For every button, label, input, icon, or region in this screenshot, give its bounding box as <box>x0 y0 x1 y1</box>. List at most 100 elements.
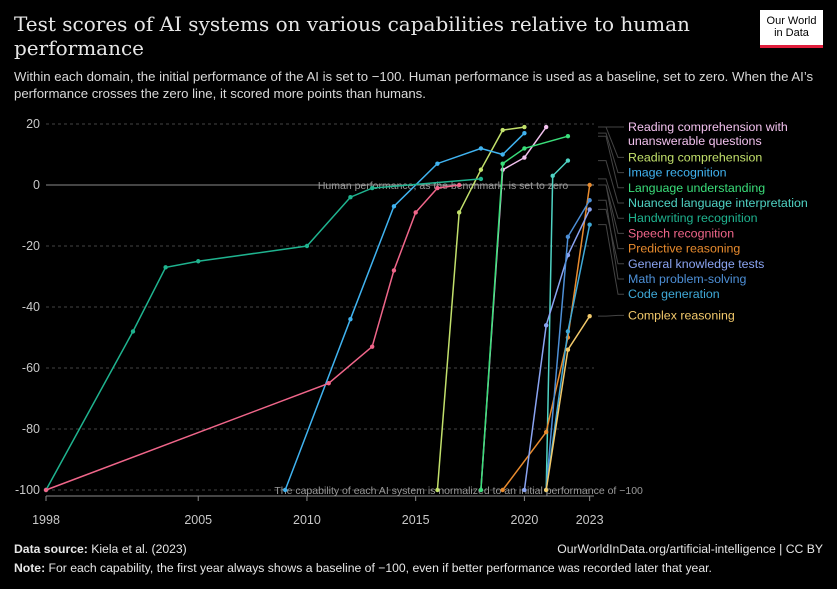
data-point <box>522 487 527 493</box>
legend-label: Speech recognition <box>628 226 734 240</box>
data-point <box>522 155 527 160</box>
data-point <box>500 487 505 493</box>
owid-logo[interactable]: Our World in Data <box>760 10 823 48</box>
annotation: The capability of each AI system is norm… <box>274 485 643 497</box>
series-1: Reading comprehension <box>435 124 762 493</box>
y-tick-label: -80 <box>22 422 40 436</box>
series-4: Nuanced language interpretation <box>543 158 808 493</box>
data-point <box>587 182 592 188</box>
data-point <box>478 146 484 151</box>
y-tick-label: -20 <box>22 239 40 253</box>
legend-connector <box>598 224 624 295</box>
data-point <box>587 313 592 319</box>
data-point <box>543 429 549 435</box>
data-source-text: Kiela et al. (2023) <box>91 542 187 556</box>
logo-line-1: Our World <box>766 15 817 27</box>
series-8: General knowledge tests <box>522 207 764 493</box>
data-point <box>522 146 527 151</box>
legend-connector <box>598 132 624 174</box>
data-point <box>196 259 201 264</box>
data-point <box>587 222 592 227</box>
y-tick-label: 0 <box>33 178 40 192</box>
data-point <box>522 130 527 136</box>
data-point <box>565 234 571 240</box>
x-tick-label: 1998 <box>32 513 60 527</box>
data-point <box>543 124 549 130</box>
data-point <box>456 210 462 215</box>
y-tick-label: -60 <box>22 361 40 375</box>
legend-connector <box>598 199 624 280</box>
x-tick-label: 2010 <box>293 513 321 527</box>
y-tick-label: 20 <box>26 117 40 131</box>
line-chart: 20 0 -20 -40 -60 -80 -100 1998 2005 2010 2015 2020 2… <box>15 117 808 527</box>
series-9: Math problem-solving <box>543 198 747 493</box>
legend-label: Image recognition <box>628 166 727 180</box>
data-point <box>565 134 571 139</box>
data-point <box>550 173 555 179</box>
x-tick-label: 2020 <box>511 513 539 527</box>
data-point <box>565 158 571 163</box>
legend-connector <box>598 160 624 204</box>
series-line <box>545 160 569 491</box>
series-5: Handwriting recognition <box>43 176 758 493</box>
legend-label: Complex reasoning <box>628 308 735 322</box>
data-point <box>391 204 397 209</box>
data-point <box>391 268 397 273</box>
data-point <box>326 381 331 386</box>
data-point <box>435 161 440 166</box>
series-0: Reading comprehension with unanswerable q… <box>478 120 788 493</box>
data-point <box>478 176 484 182</box>
annotation: Human performance, as the benchmark, is … <box>318 180 569 192</box>
data-source: Data source: Kiela et al. (2023) <box>14 542 187 556</box>
legend-connector <box>598 126 624 158</box>
data-point <box>587 207 592 212</box>
series-6: Speech recognition <box>43 182 734 493</box>
data-point <box>565 329 571 334</box>
legend-label: Reading comprehension with unanswerable q… <box>628 120 788 148</box>
data-point <box>413 210 418 215</box>
y-tick-label: -100 <box>15 483 40 497</box>
chart-note: Note: For each capability, the first yea… <box>14 561 712 575</box>
legend-label: Handwriting recognition <box>628 211 758 225</box>
data-point <box>348 195 353 200</box>
data-point <box>283 487 288 493</box>
data-point <box>543 487 549 493</box>
data-point <box>543 323 549 328</box>
data-point <box>478 167 484 172</box>
data-point <box>500 127 505 133</box>
x-tick-label: 2015 <box>402 513 430 527</box>
legend-connector <box>598 184 624 250</box>
legend-label: Predictive reasoning <box>628 242 740 256</box>
legend-connector <box>598 135 624 189</box>
data-point <box>304 243 310 249</box>
data-point <box>163 265 168 270</box>
series-line <box>502 184 591 491</box>
data-point <box>130 329 136 334</box>
x-tick-label: 2005 <box>184 513 212 527</box>
legend-label: Reading comprehension <box>628 150 762 164</box>
data-point <box>456 182 462 188</box>
series-7: Predictive reasoning <box>500 182 740 493</box>
series-2: Image recognition <box>283 130 727 493</box>
data-point <box>565 347 571 352</box>
chart-subtitle: Within each domain, the initial performa… <box>14 69 814 101</box>
data-point <box>369 185 375 191</box>
data-point <box>500 152 505 157</box>
series-3: Language understanding <box>478 134 765 493</box>
note-label: Note: <box>14 561 46 575</box>
credit-link[interactable]: OurWorldInData.org/artificial-intelligen… <box>557 542 823 556</box>
note-text: For each capability, the first year alwa… <box>48 561 712 575</box>
data-point <box>369 344 375 349</box>
chart-title: Test scores of AI systems on various cap… <box>14 12 690 60</box>
logo-line-2: in Data <box>774 27 809 39</box>
data-source-label: Data source: <box>14 542 88 556</box>
series-line <box>480 135 569 491</box>
data-point <box>435 185 440 191</box>
data-point <box>500 161 505 166</box>
data-point <box>43 487 49 493</box>
legend-connector <box>598 314 624 317</box>
legend-connector <box>598 178 624 219</box>
data-point <box>348 317 353 322</box>
data-point <box>478 487 484 493</box>
legend-label: Code generation <box>628 287 720 301</box>
